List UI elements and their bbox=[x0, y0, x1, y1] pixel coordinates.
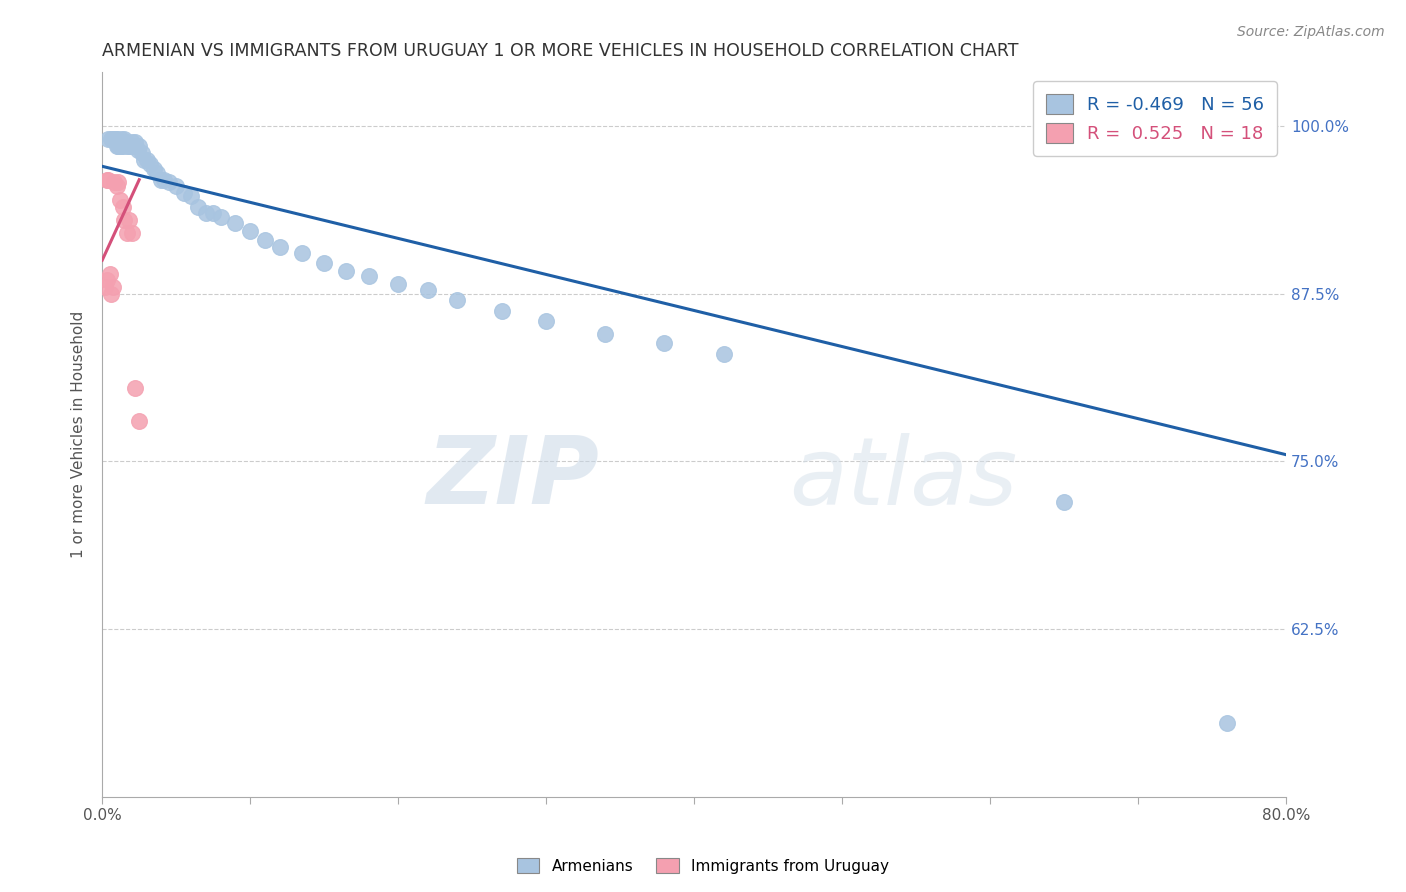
Point bbox=[202, 206, 225, 220]
Point bbox=[153, 172, 176, 186]
Point bbox=[117, 139, 139, 153]
Point bbox=[101, 132, 124, 146]
Point bbox=[291, 246, 314, 260]
Point bbox=[357, 269, 380, 284]
Point bbox=[107, 175, 129, 189]
Point bbox=[98, 267, 121, 281]
Point bbox=[1053, 494, 1076, 508]
Point bbox=[138, 156, 160, 170]
Point bbox=[173, 186, 195, 201]
Point bbox=[112, 132, 135, 146]
Point bbox=[187, 200, 209, 214]
Point bbox=[253, 233, 276, 247]
Point bbox=[120, 139, 142, 153]
Point bbox=[122, 139, 145, 153]
Point bbox=[94, 280, 117, 294]
Point bbox=[117, 227, 139, 241]
Point bbox=[107, 139, 129, 153]
Point bbox=[111, 139, 134, 153]
Point bbox=[105, 179, 128, 194]
Point bbox=[194, 206, 217, 220]
Point bbox=[269, 240, 291, 254]
Point bbox=[124, 135, 146, 149]
Point bbox=[132, 153, 155, 167]
Point bbox=[416, 283, 439, 297]
Point bbox=[110, 139, 132, 153]
Point bbox=[105, 132, 128, 146]
Point bbox=[491, 304, 513, 318]
Point bbox=[127, 143, 149, 157]
Point bbox=[180, 189, 202, 203]
Point bbox=[121, 135, 143, 149]
Point bbox=[1216, 715, 1239, 730]
Point bbox=[128, 414, 150, 428]
Point bbox=[595, 326, 617, 341]
Point bbox=[124, 381, 146, 395]
Point bbox=[143, 161, 166, 176]
Point bbox=[118, 139, 141, 153]
Point bbox=[103, 175, 125, 189]
Point bbox=[387, 277, 409, 292]
Point bbox=[165, 179, 187, 194]
Text: ZIP: ZIP bbox=[426, 432, 599, 524]
Point bbox=[335, 264, 357, 278]
Point bbox=[110, 132, 132, 146]
Point bbox=[121, 227, 143, 241]
Point bbox=[224, 216, 246, 230]
Point bbox=[111, 200, 134, 214]
Point bbox=[239, 224, 262, 238]
Point bbox=[105, 139, 128, 153]
Point bbox=[135, 153, 157, 167]
Point bbox=[100, 132, 122, 146]
Point bbox=[446, 293, 468, 308]
Point bbox=[112, 213, 135, 227]
Point bbox=[150, 172, 173, 186]
Point bbox=[146, 166, 169, 180]
Point bbox=[96, 172, 118, 186]
Point bbox=[104, 132, 127, 146]
Legend: R = -0.469   N = 56, R =  0.525   N = 18: R = -0.469 N = 56, R = 0.525 N = 18 bbox=[1033, 81, 1277, 155]
Text: atlas: atlas bbox=[789, 433, 1017, 524]
Point bbox=[654, 336, 676, 351]
Point bbox=[314, 256, 336, 270]
Point bbox=[97, 132, 120, 146]
Point bbox=[101, 280, 124, 294]
Text: ARMENIAN VS IMMIGRANTS FROM URUGUAY 1 OR MORE VEHICLES IN HOUSEHOLD CORRELATION : ARMENIAN VS IMMIGRANTS FROM URUGUAY 1 OR… bbox=[103, 42, 1019, 60]
Point bbox=[96, 273, 118, 287]
Point bbox=[713, 347, 735, 361]
Point bbox=[157, 175, 180, 189]
Point bbox=[108, 139, 131, 153]
Legend: Armenians, Immigrants from Uruguay: Armenians, Immigrants from Uruguay bbox=[510, 852, 896, 880]
Point bbox=[97, 172, 120, 186]
Text: Source: ZipAtlas.com: Source: ZipAtlas.com bbox=[1237, 25, 1385, 39]
Point bbox=[103, 132, 125, 146]
Point bbox=[100, 286, 122, 301]
Y-axis label: 1 or more Vehicles in Household: 1 or more Vehicles in Household bbox=[72, 311, 86, 558]
Point bbox=[534, 313, 557, 327]
Point bbox=[115, 135, 138, 149]
Point bbox=[108, 193, 131, 207]
Point bbox=[131, 145, 153, 160]
Point bbox=[118, 213, 141, 227]
Point bbox=[128, 139, 150, 153]
Point bbox=[209, 211, 232, 225]
